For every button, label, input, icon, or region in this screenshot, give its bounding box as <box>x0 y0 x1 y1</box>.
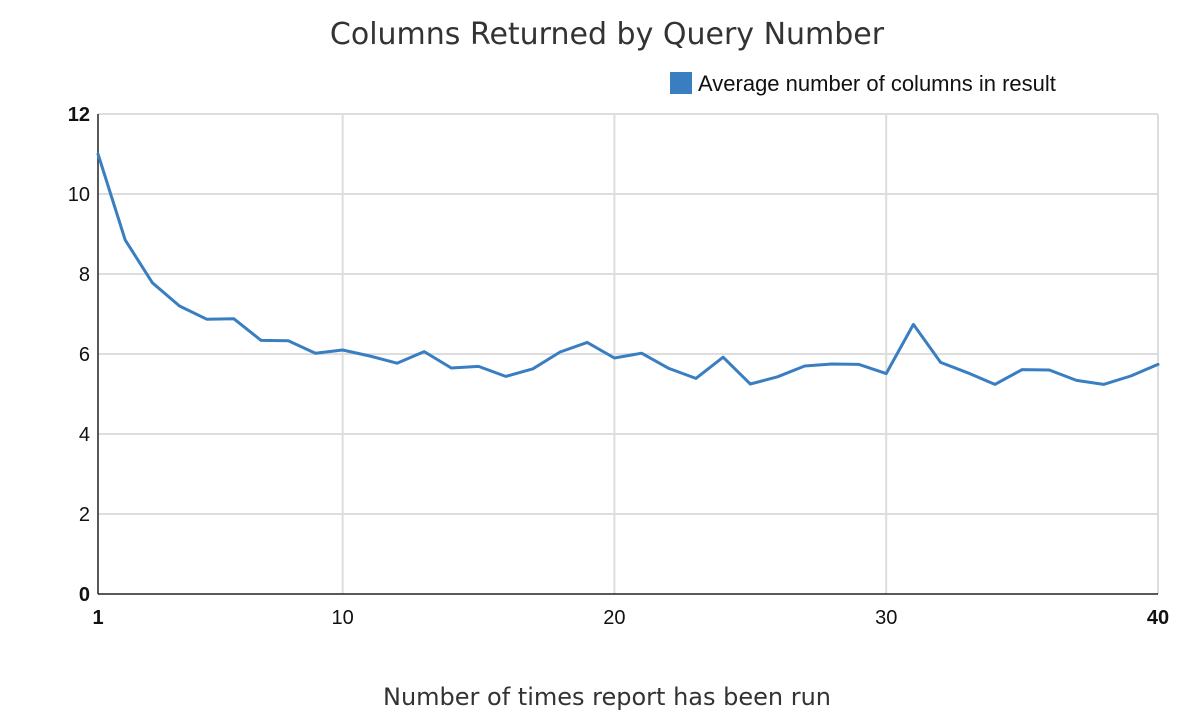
y-tick-label: 0 <box>79 584 90 606</box>
y-tick-label: 12 <box>68 104 90 126</box>
y-tick-label: 4 <box>79 424 90 446</box>
series <box>96 152 1160 386</box>
y-tick-label: 10 <box>68 184 90 206</box>
y-tick-label: 2 <box>79 504 90 526</box>
legend: Average number of columns in result <box>670 71 1056 96</box>
y-tick-label: 6 <box>79 344 90 366</box>
series-line <box>96 152 1160 386</box>
legend-swatch <box>670 72 692 94</box>
grid <box>98 113 1159 594</box>
axes <box>97 114 1158 595</box>
x-tick-label: 10 <box>331 607 353 629</box>
x-axis-label: Number of times report has been run <box>383 683 831 711</box>
legend-label: Average number of columns in result <box>698 71 1056 96</box>
tick-labels: 0 2 4 6 8 10 12 1 10 20 30 40 <box>68 104 1169 629</box>
x-tick-label: 20 <box>603 607 625 629</box>
x-tick-label: 30 <box>875 607 897 629</box>
chart-title: Columns Returned by Query Number <box>330 17 885 52</box>
x-tick-label: 40 <box>1147 607 1169 629</box>
x-tick-label: 1 <box>92 607 103 629</box>
y-tick-label: 8 <box>79 264 90 286</box>
